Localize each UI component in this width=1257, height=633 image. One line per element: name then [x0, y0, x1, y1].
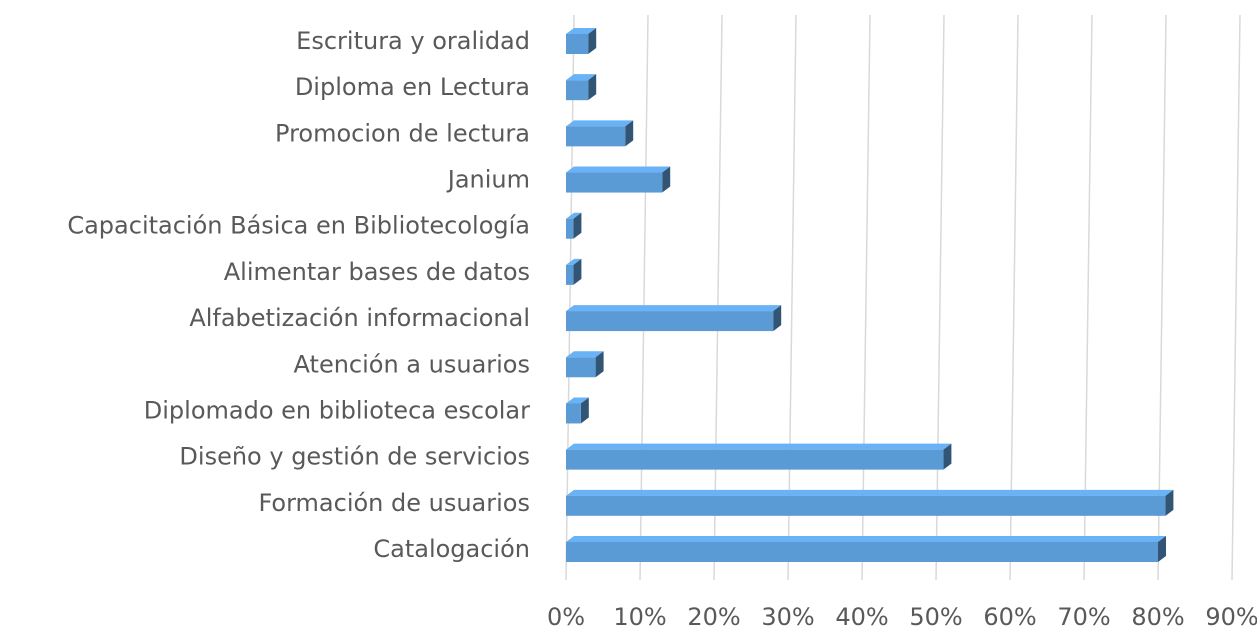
x-tick-label: 10% — [613, 603, 666, 631]
bar-top — [566, 212, 582, 219]
bar-front — [566, 357, 596, 378]
bar-top — [566, 166, 671, 173]
bar-front — [566, 80, 589, 101]
bar-front — [566, 403, 581, 424]
x-tick-label: 70% — [1057, 603, 1110, 631]
grid-line — [565, 14, 575, 581]
grid-line — [1083, 14, 1093, 581]
bar-front — [566, 126, 626, 147]
grid-line — [713, 14, 723, 581]
bar — [566, 28, 597, 54]
bar-top — [566, 443, 952, 450]
bar-top — [566, 120, 634, 127]
y-tick-label: Alfabetización informacional — [189, 304, 530, 332]
grid-line — [787, 14, 797, 581]
bar-side — [773, 305, 782, 332]
bar — [566, 74, 597, 101]
bar — [566, 489, 1174, 516]
x-tick-label: 0% — [547, 603, 585, 631]
bar-top — [566, 28, 597, 34]
bar — [566, 443, 952, 470]
grid-line — [1157, 14, 1167, 581]
x-tick-label: 40% — [835, 603, 888, 631]
bar — [566, 212, 582, 239]
bar — [566, 397, 589, 424]
y-tick-label: Formación de usuarios — [258, 489, 530, 517]
bar-front — [566, 311, 774, 332]
y-tick-label: Janium — [446, 166, 530, 194]
bar-side — [580, 397, 589, 424]
bar-side — [1165, 489, 1174, 516]
bar-side — [1158, 536, 1166, 562]
y-tick-label: Alimentar bases de datos — [224, 258, 530, 286]
grid-line — [935, 14, 945, 581]
y-tick-label: Capacitación Básica en Bibliotecología — [67, 212, 530, 240]
y-tick-label: Diseño y gestión de servicios — [179, 443, 530, 471]
x-tick-label: 80% — [1131, 603, 1184, 631]
bar-side — [625, 120, 634, 147]
bar-top — [566, 489, 1174, 496]
bar-side — [573, 258, 582, 285]
bar — [566, 258, 582, 285]
grid-line — [861, 14, 871, 581]
grid-line — [1009, 14, 1019, 581]
bar — [566, 166, 671, 193]
y-tick-label: Escritura y oralidad — [296, 27, 530, 55]
bar-top — [566, 397, 589, 404]
bar-front — [566, 172, 663, 193]
bar-side — [588, 74, 597, 101]
bar-front — [566, 264, 574, 285]
grid-line — [1231, 14, 1241, 581]
x-tick-label: 90% — [1205, 603, 1257, 631]
bar-top — [566, 351, 604, 358]
grid-line — [639, 14, 649, 581]
bar-front — [566, 218, 574, 239]
y-tick-label: Diplomado en biblioteca escolar — [144, 396, 530, 424]
y-tick-label: Diploma en Lectura — [295, 73, 530, 101]
bar-front — [566, 542, 1158, 562]
y-tick-label: Catalogación — [373, 535, 530, 563]
bar-top — [566, 74, 597, 81]
y-tick-label: Promocion de lectura — [275, 119, 530, 147]
bar — [566, 305, 782, 332]
bar-front — [566, 449, 944, 470]
bar-side — [662, 166, 671, 193]
bar-side — [943, 443, 952, 470]
bar-top — [566, 305, 782, 312]
x-tick-label: 50% — [909, 603, 962, 631]
bar-front — [566, 34, 589, 54]
bar-front — [566, 495, 1166, 516]
x-tick-label: 20% — [687, 603, 740, 631]
bar-side — [588, 28, 597, 54]
bar-top — [566, 258, 582, 265]
y-tick-label: Atención a usuarios — [294, 350, 530, 378]
bar — [566, 536, 1166, 562]
bar — [566, 351, 604, 378]
bar-top — [566, 536, 1166, 542]
x-tick-label: 60% — [983, 603, 1036, 631]
x-tick-label: 30% — [761, 603, 814, 631]
bar-side — [595, 351, 604, 378]
bar — [566, 120, 634, 147]
bar-side — [573, 212, 582, 239]
